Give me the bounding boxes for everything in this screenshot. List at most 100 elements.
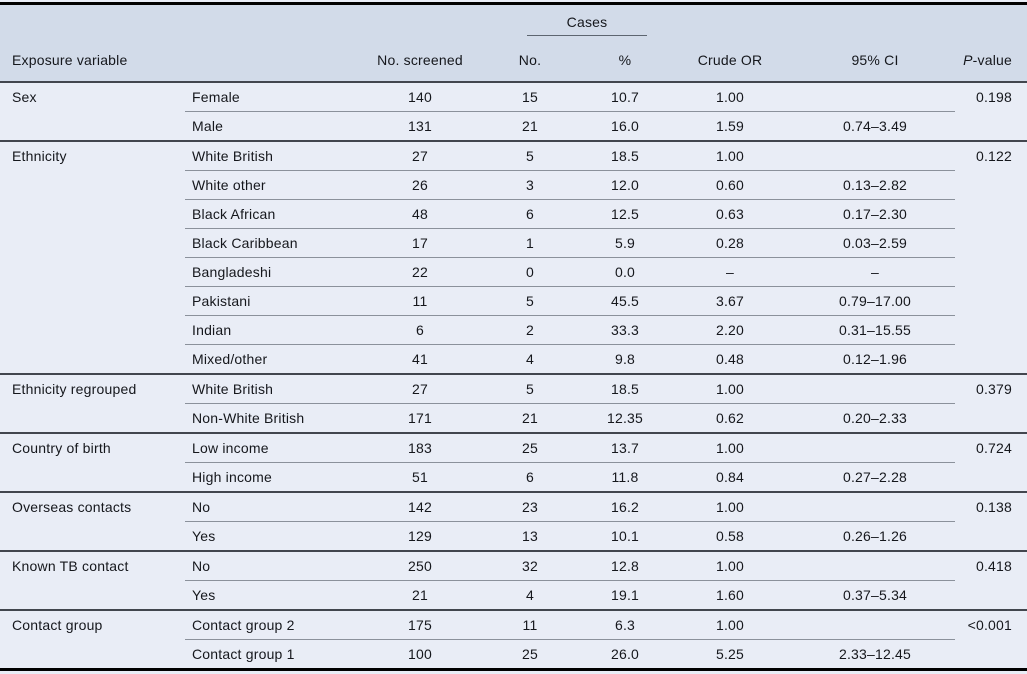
crude-or-cell: 1.59 [665, 111, 795, 142]
category-cell: No [185, 492, 365, 522]
cases-pct-cell: 16.2 [585, 492, 665, 522]
crude-or-cell: 0.58 [665, 521, 795, 552]
screened-cell: 6 [365, 315, 475, 345]
variable-cell: Ethnicity [12, 148, 67, 165]
cases-no-cell: 6 [475, 462, 585, 493]
ci-cell: 0.17–2.30 [795, 199, 955, 229]
p-value-cell: 0.198 [975, 89, 1012, 106]
screened-cell: 142 [365, 492, 475, 522]
ci-cell: 0.12–1.96 [795, 344, 955, 375]
ci-cell: 2.33–12.45 [838, 646, 912, 662]
p-value-cell [955, 316, 1027, 345]
cases-pct-cell: 10.7 [585, 82, 665, 112]
variable-cell [0, 462, 185, 493]
cases-no-cell: 25 [475, 433, 585, 463]
cases-pct-cell: 10.1 [585, 521, 665, 552]
variable-cell [0, 403, 185, 434]
category-cell: Contact group 2 [185, 610, 365, 640]
screened-cell: 129 [365, 521, 475, 552]
cases-no-cell: 5 [475, 374, 585, 404]
crude-or-cell: 1.00 [665, 374, 795, 404]
p-value-cell [955, 287, 1027, 316]
category-cell: Male [185, 111, 365, 142]
p-value-cell: 0.138 [975, 499, 1012, 516]
cases-group-label: Cases [527, 14, 647, 36]
crude-or-cell: 1.00 [665, 82, 795, 112]
table-row: Yes 129 13 10.1 0.58 0.26–1.26 [0, 521, 1027, 552]
table-header: Cases Exposure variable No. screened No.… [0, 3, 1027, 83]
cases-pct-cell: 11.8 [585, 462, 665, 493]
category-cell: White British [185, 374, 365, 404]
crude-or-cell: 0.60 [665, 170, 795, 200]
variable-cell: Ethnicity regrouped [12, 381, 137, 398]
table-row: Ethnicity White British 27 5 18.5 1.00 0.122 [0, 141, 1027, 171]
cases-no-cell: 4 [475, 580, 585, 611]
cases-pct-cell: 12.35 [585, 403, 665, 434]
category-cell: No [185, 551, 365, 581]
category-cell: Bangladeshi [185, 257, 365, 287]
ci-cell [795, 551, 955, 581]
variable-cell [0, 258, 185, 287]
category-cell: Indian [185, 315, 365, 345]
p-value-cell [955, 344, 1027, 375]
ci-cell: 0.27–2.28 [795, 462, 955, 493]
spacer-cell [0, 4, 185, 40]
category-cell: Non-White British [185, 403, 365, 434]
crude-or-cell: 0.48 [665, 344, 795, 375]
ci-cell: 0.03–2.59 [795, 228, 955, 258]
variable-cell: Contact group [12, 617, 103, 634]
variable-cell [0, 580, 185, 611]
crude-or-cell: 0.28 [665, 228, 795, 258]
crude-or-cell: 1.00 [665, 551, 795, 581]
p-value-cell [955, 580, 1027, 611]
cases-pct-cell: 5.9 [585, 228, 665, 258]
cases-no-cell: 21 [475, 403, 585, 434]
ci-cell: 0.79–17.00 [795, 286, 955, 316]
screened-cell: 22 [365, 257, 475, 287]
spacer-cell [955, 4, 1027, 40]
cases-no-header: No. [475, 39, 585, 83]
cases-pct-cell: 45.5 [585, 286, 665, 316]
p-value-cell [955, 403, 1027, 434]
cases-no-cell: 25 [522, 646, 538, 662]
p-value-cell [955, 229, 1027, 258]
category-cell: White other [185, 170, 365, 200]
ci-cell: 0.74–3.49 [795, 111, 955, 142]
table-row: Yes 21 4 19.1 1.60 0.37–5.34 [0, 580, 1027, 611]
cases-no-cell: 2 [475, 315, 585, 345]
crude-or-cell: 0.84 [665, 462, 795, 493]
screened-cell: 175 [365, 610, 475, 640]
ci-cell [795, 374, 955, 404]
ci-cell [795, 433, 955, 463]
variable-cell: Overseas contacts [12, 499, 132, 516]
p-value-header-italic: P [963, 52, 973, 68]
p-value-cell [955, 640, 1027, 670]
category-cell: Low income [185, 433, 365, 463]
variable-cell [0, 521, 185, 552]
variable-cell: Known TB contact [12, 558, 129, 575]
table-row: Overseas contacts No 142 23 16.2 1.00 0.138 [0, 492, 1027, 522]
table-row: Country of birth Low income 183 25 13.7 1.00 0… [0, 433, 1027, 463]
category-cell: White British [185, 141, 365, 171]
cases-no-cell: 15 [475, 82, 585, 112]
table-row: High income 51 6 11.8 0.84 0.27–2.28 [0, 462, 1027, 493]
cases-pct-cell: 16.0 [585, 111, 665, 142]
cases-no-cell: 4 [475, 344, 585, 375]
category-header [185, 39, 365, 83]
p-value-cell: 0.418 [975, 558, 1012, 575]
p-value-cell: <0.001 [967, 617, 1012, 634]
table-row: Non-White British 171 21 12.35 0.62 0.20–2.33 [0, 403, 1027, 434]
cases-no-cell: 13 [475, 521, 585, 552]
screened-cell: 27 [365, 374, 475, 404]
table-row: Contact group Contact group 2 175 11 6.3 1.00… [0, 610, 1027, 640]
crude-or-cell: 2.20 [665, 315, 795, 345]
variable-cell [0, 316, 185, 345]
table-row: Contact group 1 100 25 26.0 5.25 2.33–12.45 [0, 640, 1027, 670]
screened-cell: 27 [365, 141, 475, 171]
screened-cell: 26 [365, 170, 475, 200]
screened-cell: 41 [365, 344, 475, 375]
ci-cell [795, 492, 955, 522]
category-cell: Female [185, 82, 365, 112]
ci-cell: – [795, 257, 955, 287]
